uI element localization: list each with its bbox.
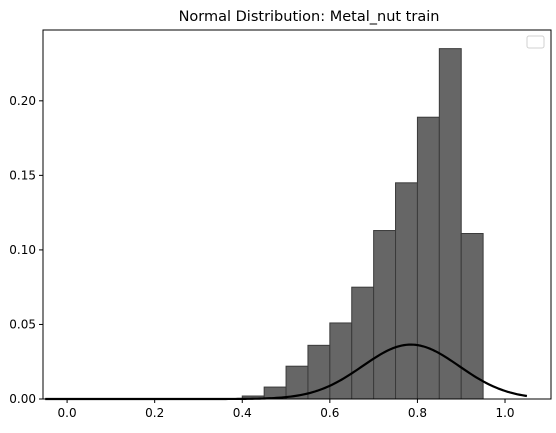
axes-frame	[42, 29, 552, 400]
histogram-bar	[416, 116, 440, 400]
x-tick-label: 1.0	[495, 406, 514, 420]
x-tick-label: 0.6	[320, 406, 339, 420]
histogram-bar	[329, 322, 353, 400]
legend-box	[526, 35, 545, 49]
y-tick-label: 0.20	[9, 94, 36, 108]
y-axis-ticks: 0.00 0.05 0.10 0.15 0.20	[9, 94, 43, 406]
x-tick-label: 0.4	[233, 406, 252, 420]
histogram-bar	[373, 230, 397, 400]
y-tick-label: 0.15	[9, 168, 36, 182]
y-tick-label: 0.10	[9, 243, 36, 257]
plot-area	[42, 29, 552, 401]
y-tick-label: 0.00	[9, 392, 36, 406]
histogram-bar	[438, 48, 462, 400]
x-tick-label: 0.8	[408, 406, 427, 420]
histogram-bar	[395, 182, 418, 400]
x-axis-ticks: 0.0 0.2 0.4 0.6 0.8 1.0	[58, 399, 515, 420]
y-tick-label: 0.05	[9, 317, 36, 331]
histogram-bars	[241, 48, 484, 400]
histogram-bar	[351, 286, 375, 400]
chart-title: Normal Distribution: Metal_nut train	[179, 9, 440, 25]
x-tick-label: 0.0	[58, 406, 77, 420]
x-tick-label: 0.2	[145, 406, 164, 420]
